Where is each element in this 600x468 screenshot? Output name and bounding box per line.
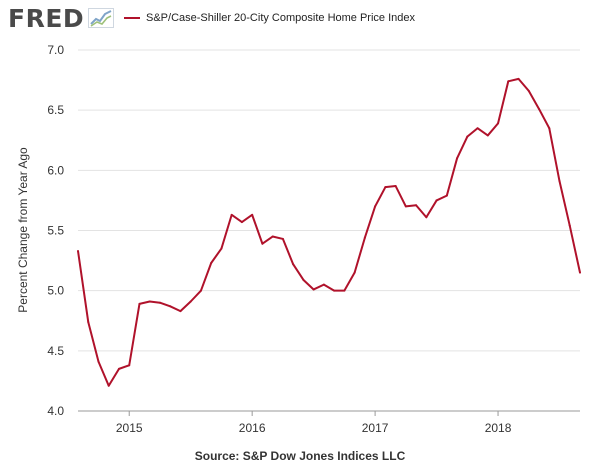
y-tick-label: 6.5 (47, 103, 64, 117)
line-chart-icon (88, 8, 114, 28)
data-point (210, 261, 213, 264)
legend-label: S&P/Case-Shiller 20-City Composite Home … (146, 12, 415, 24)
data-point (486, 134, 489, 137)
data-point (179, 310, 182, 313)
chart-header: FRED S&P/Case-Shiller 20-City Composite … (0, 0, 600, 40)
y-tick-label: 7.0 (47, 43, 64, 57)
data-point (517, 77, 520, 80)
data-point (148, 300, 151, 303)
data-point (117, 367, 120, 370)
x-axis: 2015 2016 2017 2018 (116, 411, 512, 435)
data-point (456, 157, 459, 160)
data-point (240, 221, 243, 224)
data-point (77, 249, 79, 252)
data-point (87, 320, 90, 323)
data-point (343, 289, 346, 292)
data-point (333, 289, 336, 292)
series-line (77, 77, 581, 387)
data-point (394, 184, 397, 187)
data-point (476, 127, 479, 130)
y-tick-label: 5.0 (47, 284, 64, 298)
data-point (138, 302, 141, 305)
line-chart: 4.0 4.5 5.0 5.5 6.0 6.5 7.0 2015 2016 2017 2018 P… (16, 43, 581, 435)
data-point (579, 271, 581, 274)
y-tick-label: 4.5 (47, 344, 64, 358)
data-point (363, 236, 366, 239)
data-point (251, 213, 254, 216)
data-point (220, 247, 223, 250)
data-point (281, 237, 284, 240)
data-point (312, 288, 315, 291)
y-tick-label: 6.0 (47, 163, 64, 177)
y-axis: 4.0 4.5 5.0 5.5 6.0 6.5 7.0 (47, 43, 64, 418)
legend: S&P/Case-Shiller 20-City Composite Home … (124, 12, 415, 24)
data-point (199, 289, 202, 292)
data-point (302, 278, 305, 281)
data-point (538, 107, 541, 110)
data-point (404, 205, 407, 208)
data-point (384, 186, 387, 189)
data-point (435, 199, 438, 202)
data-point (107, 384, 110, 387)
data-point (425, 216, 428, 219)
data-point (507, 80, 510, 83)
data-point (568, 224, 571, 227)
data-point (548, 127, 551, 130)
x-tick-label: 2015 (116, 421, 143, 435)
data-point (445, 194, 448, 197)
data-point (128, 364, 131, 367)
data-points (77, 77, 581, 387)
data-point (261, 242, 264, 245)
source-note: Source: S&P Dow Jones Indices LLC (194, 449, 406, 463)
data-point (322, 283, 325, 286)
data-point (415, 204, 418, 207)
y-axis-label: Percent Change from Year Ago (16, 147, 30, 313)
y-tick-label: 5.5 (47, 224, 64, 238)
data-point (230, 213, 233, 216)
data-point (292, 263, 295, 266)
data-point (271, 235, 274, 238)
data-point (97, 360, 100, 363)
y-tick-label: 4.0 (47, 404, 64, 418)
data-point (353, 271, 356, 274)
legend-swatch (124, 17, 140, 19)
fred-logo: FRED (8, 4, 85, 33)
data-point (527, 89, 530, 92)
data-point (466, 135, 469, 138)
data-point (497, 122, 500, 125)
data-point (189, 300, 192, 303)
data-point (158, 301, 161, 304)
gridlines (78, 49, 580, 412)
data-point (558, 180, 561, 183)
data-point (374, 205, 377, 208)
x-tick-label: 2016 (239, 421, 266, 435)
data-point (169, 305, 172, 308)
x-tick-label: 2018 (485, 421, 512, 435)
x-tick-label: 2017 (362, 421, 389, 435)
